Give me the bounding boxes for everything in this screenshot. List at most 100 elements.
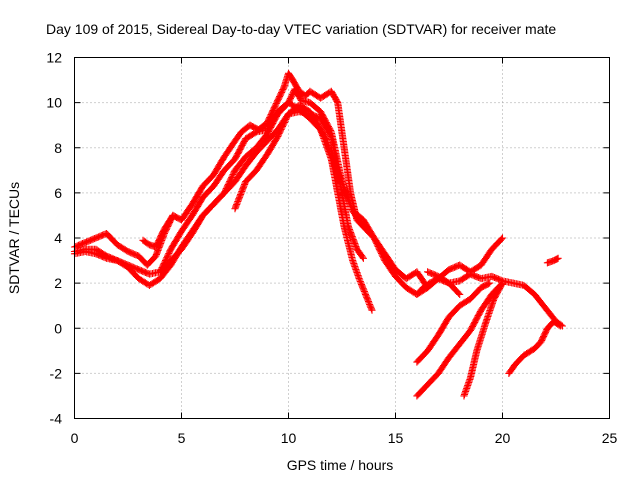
data-point <box>429 270 437 278</box>
series-6 <box>139 211 177 251</box>
data-point <box>269 106 277 114</box>
y-tick-label: 8 <box>54 140 62 156</box>
data-point <box>327 87 335 95</box>
data-point <box>99 253 107 261</box>
data-point <box>236 146 244 154</box>
x-tick-label: 5 <box>178 430 186 446</box>
data-point <box>553 255 561 263</box>
x-tick-label: 20 <box>495 430 511 446</box>
data-point <box>153 248 161 256</box>
data-point <box>275 130 283 138</box>
data-point <box>466 270 474 278</box>
data-point <box>237 143 245 151</box>
data-point <box>133 265 141 273</box>
data-point <box>95 233 103 241</box>
data-point <box>309 111 317 119</box>
data-point <box>164 251 172 259</box>
data-point <box>132 251 140 259</box>
data-point <box>274 97 282 105</box>
data-point <box>152 243 160 251</box>
data-point <box>92 250 100 258</box>
y-tick-label: 0 <box>54 320 62 336</box>
data-point <box>363 295 371 303</box>
data-point <box>76 241 84 249</box>
data-point <box>358 282 366 290</box>
data-point <box>99 231 107 239</box>
data-point <box>228 173 236 181</box>
data-point <box>169 211 177 219</box>
y-tick-label: 4 <box>54 230 62 246</box>
data-point <box>270 104 278 112</box>
data-point <box>144 240 152 248</box>
data-point <box>363 293 371 301</box>
data-point <box>355 275 363 283</box>
data-point <box>428 269 436 278</box>
data-point <box>237 190 245 198</box>
data-point <box>376 247 384 255</box>
data-point <box>472 316 480 324</box>
data-point <box>156 234 164 242</box>
data-point <box>492 274 500 282</box>
data-point <box>275 94 283 102</box>
data-point <box>366 300 374 309</box>
data-point <box>131 264 139 272</box>
data-point <box>278 123 287 131</box>
data-point <box>471 317 479 325</box>
data-point <box>349 235 357 243</box>
data-point <box>432 271 440 279</box>
data-point <box>344 223 352 231</box>
data-point <box>279 121 287 129</box>
data-point <box>157 231 165 239</box>
data-point <box>271 102 279 110</box>
data-point <box>87 236 95 244</box>
data-point <box>491 292 499 300</box>
data-point <box>95 251 103 259</box>
chart-title: Day 109 of 2015, Sidereal Day-to-day VTE… <box>46 21 556 37</box>
data-point <box>497 235 505 243</box>
data-point <box>251 129 259 137</box>
data-point <box>373 241 381 249</box>
data-point <box>496 283 504 291</box>
data-point <box>272 101 280 109</box>
data-point <box>267 123 275 131</box>
x-tick-label: 0 <box>71 430 79 446</box>
series-10 <box>460 279 507 400</box>
data-point <box>273 98 281 106</box>
data-point <box>293 89 301 97</box>
data-point <box>168 213 176 221</box>
data-point <box>539 334 547 342</box>
data-point <box>276 128 284 136</box>
data-point <box>456 290 464 298</box>
data-point <box>306 110 314 118</box>
data-point <box>238 186 246 194</box>
data-point <box>240 139 248 147</box>
data-point <box>128 249 136 257</box>
data-point <box>377 249 386 258</box>
data-point <box>475 310 483 318</box>
data-point <box>141 268 149 276</box>
data-point <box>469 271 477 279</box>
data-point <box>152 252 160 260</box>
data-point <box>237 144 245 152</box>
data-point <box>476 309 484 317</box>
data-point <box>232 202 240 210</box>
data-point <box>282 114 291 122</box>
data-point <box>366 302 374 310</box>
data-point <box>467 325 475 333</box>
data-point <box>493 275 501 283</box>
data-point <box>555 321 563 329</box>
data-point <box>154 238 162 246</box>
data-point <box>445 266 453 274</box>
data-point <box>159 228 167 236</box>
data-point <box>448 264 456 273</box>
data-point <box>96 232 104 240</box>
data-point <box>486 279 494 287</box>
data-point <box>377 248 385 256</box>
data-point <box>264 129 272 137</box>
y-axis-title: SDTVAR / TECUs <box>6 182 22 294</box>
data-point <box>489 273 497 281</box>
data-point <box>96 251 104 260</box>
data-point <box>237 189 245 197</box>
data-point <box>239 183 247 191</box>
data-point <box>288 92 296 100</box>
